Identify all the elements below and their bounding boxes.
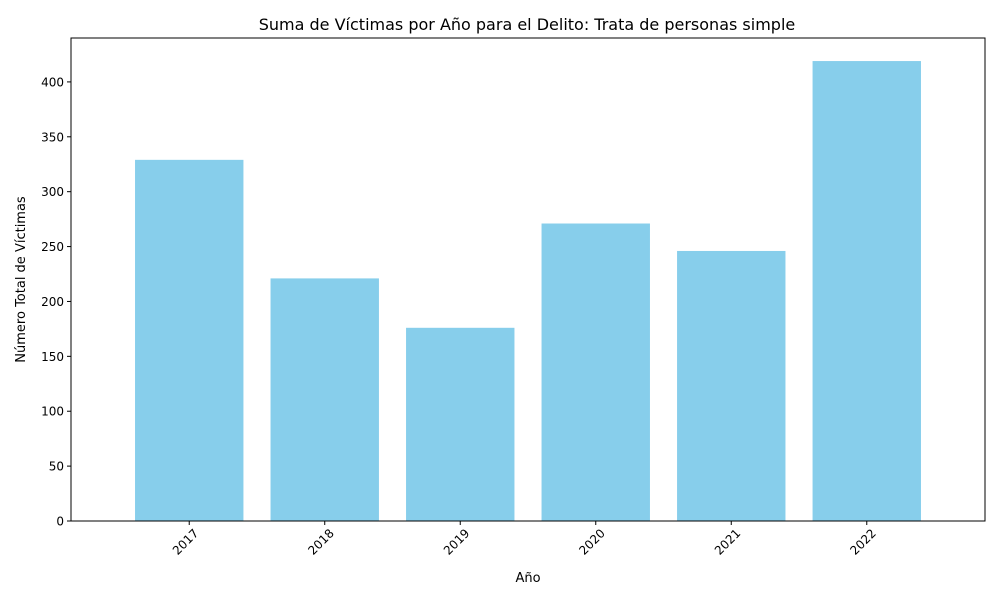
y-tick-label: 150 xyxy=(41,350,64,364)
x-tick-label: 2018 xyxy=(305,526,336,557)
y-tick-label: 100 xyxy=(41,405,64,419)
plot-area-frame xyxy=(70,37,986,522)
bar-2019 xyxy=(406,327,515,521)
bar-2020 xyxy=(541,223,650,521)
y-tick-label: 400 xyxy=(41,75,64,89)
x-tick-label: 2020 xyxy=(576,526,607,557)
x-tick-label: 2019 xyxy=(441,526,472,557)
x-tick-label: 2021 xyxy=(712,526,743,557)
y-axis-ticks: 0 50 100 150 200 250 300 350 400 xyxy=(41,75,71,529)
y-tick-label: 350 xyxy=(41,130,64,144)
chart-title: Suma de Víctimas por Año para el Delito:… xyxy=(259,15,795,34)
y-axis-label: Número Total de Víctimas xyxy=(14,196,29,363)
x-tick-label: 2022 xyxy=(847,526,878,557)
y-tick-label: 200 xyxy=(41,295,64,309)
x-tick-label: 2017 xyxy=(170,526,201,557)
x-axis-ticks: 2017 2018 2019 2020 2021 2022 xyxy=(170,521,879,558)
bar-2018 xyxy=(270,278,379,521)
bar-2022 xyxy=(812,61,921,521)
x-axis-label: Año xyxy=(515,571,540,586)
y-tick-label: 300 xyxy=(41,185,64,199)
y-tick-label: 0 xyxy=(56,515,64,529)
bar-2021 xyxy=(677,250,786,521)
bars-layer xyxy=(135,61,921,522)
y-tick-label: 50 xyxy=(49,460,64,474)
y-tick-label: 250 xyxy=(41,240,64,254)
bar-2017 xyxy=(135,159,244,522)
